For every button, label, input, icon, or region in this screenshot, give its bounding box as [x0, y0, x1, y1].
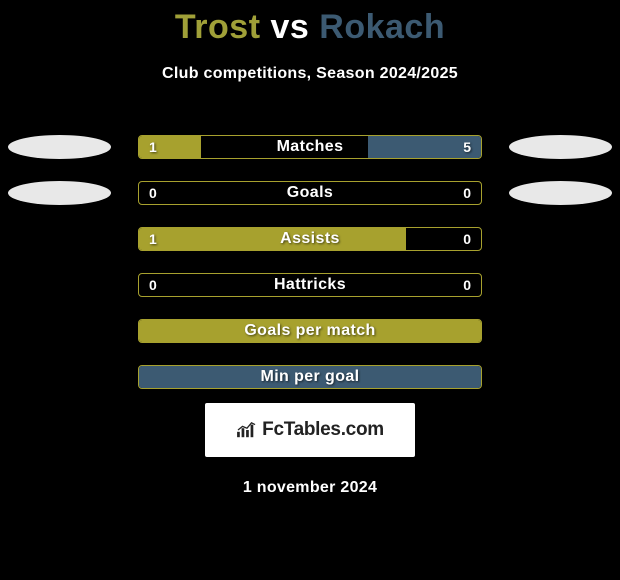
branding-inner: FcTables.com: [236, 419, 384, 441]
bar-track: 0 0Goals: [138, 181, 482, 205]
stat-row: 0 0Hattricks: [0, 273, 620, 297]
branding-text: FcTables.com: [262, 419, 384, 441]
page-title: Trost vs Rokach: [0, 8, 620, 47]
comparison-infographic: Trost vs Rokach Club competitions, Seaso…: [0, 0, 620, 497]
stat-row: Goals per match: [0, 319, 620, 343]
subtitle: Club competitions, Season 2024/2025: [0, 65, 620, 83]
bar-fill-left: [139, 228, 406, 250]
bar-track: Min per goal: [138, 365, 482, 389]
title-left: Trost: [175, 8, 261, 46]
player-photo-placeholder-left: [8, 135, 111, 159]
branding-box: FcTables.com: [205, 403, 415, 457]
bar-track: 15Matches: [138, 135, 482, 159]
bar-track: Goals per match: [138, 319, 482, 343]
bar-value-left: 0: [139, 182, 167, 204]
bar-value-left: 0: [139, 274, 167, 296]
bar-value-right: 0: [453, 274, 481, 296]
bar-label: Goals: [139, 182, 481, 204]
bar-fill-left: [139, 136, 201, 158]
stat-row: 10Assists: [0, 227, 620, 251]
chart-area: 15Matches00Goals10Assists00HattricksGoal…: [0, 135, 620, 389]
bar-label: Hattricks: [139, 274, 481, 296]
bar-fill-left: [139, 366, 481, 388]
bar-fill-right: [368, 136, 481, 158]
stat-row: Min per goal: [0, 365, 620, 389]
bar-track: 0 0Hattricks: [138, 273, 482, 297]
stat-row: 15Matches: [0, 135, 620, 159]
title-vs: vs: [270, 8, 309, 46]
bar-track: 10Assists: [138, 227, 482, 251]
date-label: 1 november 2024: [0, 479, 620, 497]
bar-fill-left: [139, 320, 481, 342]
player-photo-placeholder-left: [8, 181, 111, 205]
stat-row: 0 0Goals: [0, 181, 620, 205]
title-right: Rokach: [319, 8, 445, 46]
chart-icon: [236, 421, 258, 439]
bar-value-right: 0: [453, 228, 481, 250]
bar-value-right: 0: [453, 182, 481, 204]
player-photo-placeholder-right: [509, 135, 612, 159]
player-photo-placeholder-right: [509, 181, 612, 205]
